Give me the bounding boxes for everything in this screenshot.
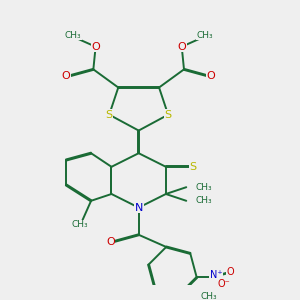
Text: O: O <box>106 237 115 247</box>
Text: O: O <box>62 71 70 81</box>
Text: S: S <box>106 110 113 120</box>
Text: CH₃: CH₃ <box>195 196 212 205</box>
Text: O: O <box>91 42 100 52</box>
Text: CH₃: CH₃ <box>195 183 212 192</box>
Text: N⁺: N⁺ <box>210 270 222 280</box>
Text: S: S <box>190 162 196 172</box>
Text: CH₃: CH₃ <box>196 31 213 40</box>
Text: CH₃: CH₃ <box>201 292 217 300</box>
Text: N: N <box>134 202 143 213</box>
Text: O: O <box>207 71 216 81</box>
Text: CH₃: CH₃ <box>64 31 81 40</box>
Text: O: O <box>177 42 186 52</box>
Text: O: O <box>227 267 235 277</box>
Text: S: S <box>165 110 172 120</box>
Text: CH₃: CH₃ <box>71 220 88 229</box>
Text: O⁻: O⁻ <box>218 279 230 289</box>
